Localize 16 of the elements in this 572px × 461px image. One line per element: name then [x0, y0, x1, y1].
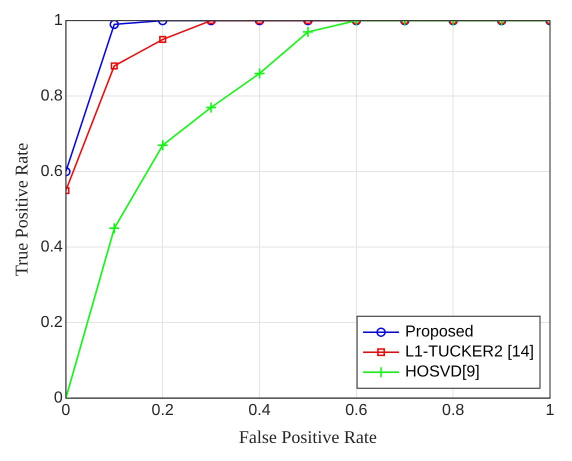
y-tick-label: 0	[54, 390, 63, 407]
x-tick-label: 0.8	[442, 402, 464, 420]
legend-label: L1-TUCKER2 [14]	[405, 344, 534, 361]
y-axis-title: True Positive Rate	[12, 142, 32, 276]
x-tick-label: 0.2	[152, 402, 174, 420]
y-tick-label: 0.2	[40, 314, 63, 332]
x-tick-label: 0.4	[248, 402, 271, 420]
x-tick-label: 1	[546, 402, 555, 420]
y-tick-label: 0.4	[40, 238, 63, 256]
legend-label: Proposed	[405, 324, 474, 341]
x-tick-label: 0.6	[345, 402, 368, 420]
y-tick-label: 1	[54, 12, 63, 30]
legend-label: HOSVD[9]	[405, 364, 480, 381]
y-tick-label: 0.6	[40, 163, 63, 180]
y-tick-label: 0.8	[40, 88, 63, 105]
x-axis-title: False Positive Rate	[238, 426, 377, 447]
